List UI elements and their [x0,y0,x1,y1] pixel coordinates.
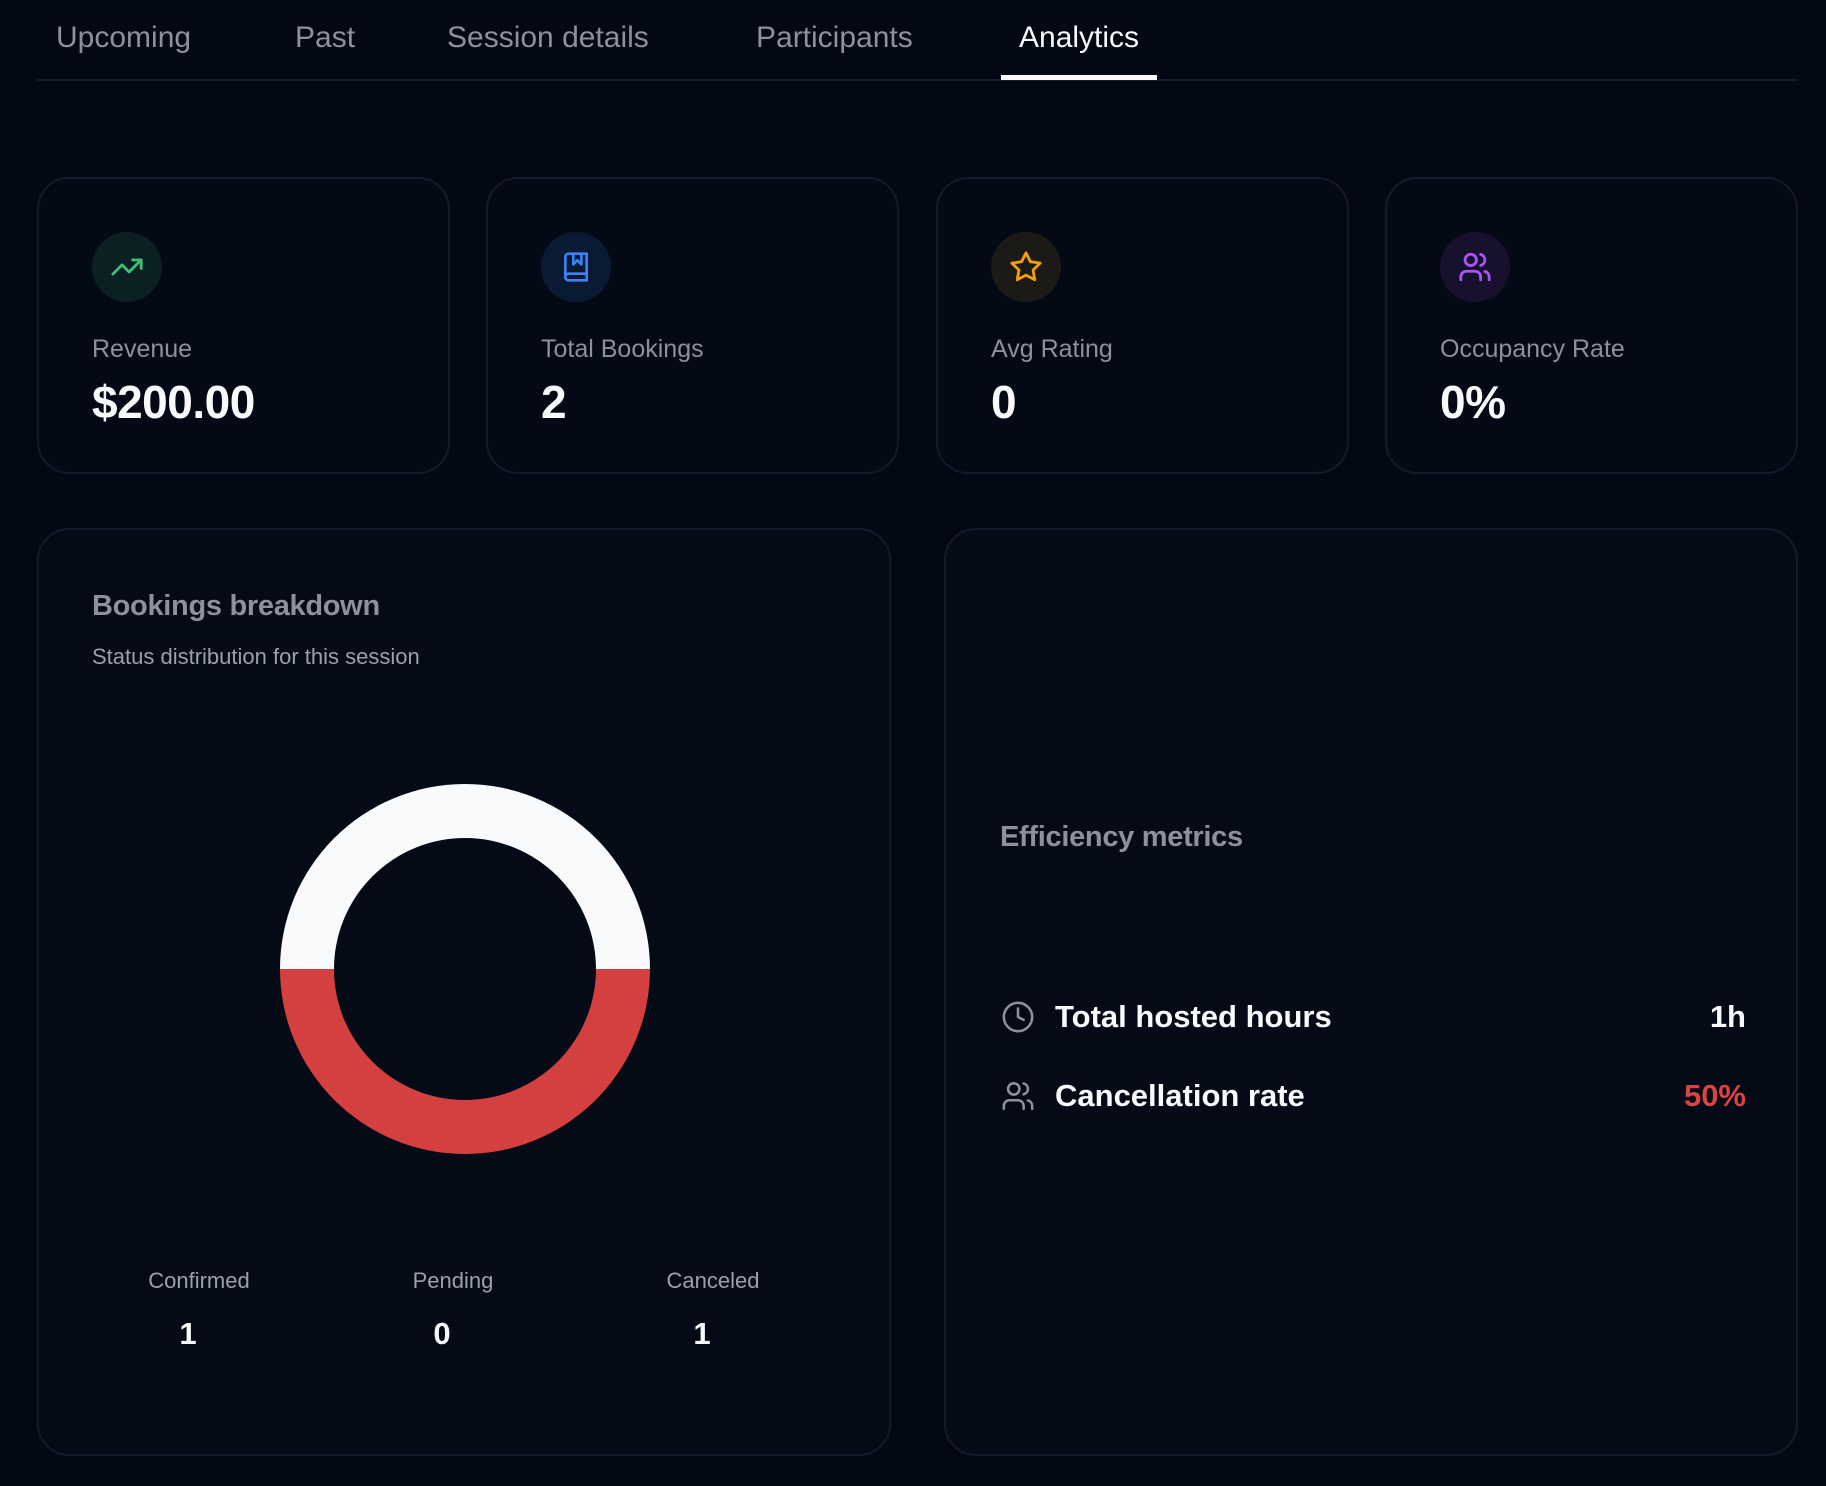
tab-upcoming[interactable]: Upcoming [56,21,192,54]
metric-row-hosted-hours: Total hosted hours 1h [1000,995,1746,1039]
revenue-card: Revenue $200.00 [37,177,450,474]
stat-label: Revenue [92,335,193,363]
metric-row-cancellation-rate: Cancellation rate 50% [1000,1074,1746,1118]
legend-confirmed: Confirmed 1 [99,1268,299,1352]
legend-pending: Pending 0 [353,1268,553,1352]
metric-value: 50% [1683,1078,1746,1113]
metric-value: 1h [1709,999,1746,1034]
tab-bar: Upcoming Past Session details Participan… [37,0,1798,81]
users-icon [1459,252,1491,282]
rating-icon-badge [991,232,1061,302]
efficiency-metrics-panel: Efficiency metrics Total hosted hours 1h… [944,528,1798,1456]
stat-value: 0 [991,376,1017,428]
total-bookings-card: Total Bookings 2 [486,177,899,474]
tab-analytics[interactable]: Analytics [1001,0,1158,80]
metric-label: Cancellation rate [1055,1078,1305,1113]
book-bookmark-icon [564,252,588,282]
legend-label: Confirmed [148,1268,250,1293]
tab-participants[interactable]: Participants [756,21,913,54]
tab-session-details[interactable]: Session details [447,21,649,54]
users-icon [1000,1078,1036,1114]
bookings-icon-badge [541,232,611,302]
stat-value: 0% [1440,376,1506,428]
legend-label: Pending [412,1268,494,1293]
legend-canceled: Canceled 1 [613,1268,813,1352]
panel-subtitle: Status distribution for this session [92,644,420,669]
legend-label: Canceled [666,1268,760,1293]
legend-value: 1 [693,1316,711,1351]
revenue-icon-badge [92,232,162,302]
donut-segment-canceled[interactable] [280,969,650,1154]
legend-value: 1 [179,1316,197,1351]
bookings-donut-chart[interactable] [279,783,651,1155]
stat-label: Total Bookings [541,335,704,363]
star-icon [1010,251,1042,282]
legend-value: 0 [433,1316,451,1351]
panel-title: Bookings breakdown [92,590,380,622]
stat-value: $200.00 [92,376,255,428]
tab-past[interactable]: Past [295,21,356,54]
avg-rating-card: Avg Rating 0 [936,177,1349,474]
occupancy-rate-card: Occupancy Rate 0% [1385,177,1798,474]
stat-label: Avg Rating [991,335,1113,363]
occupancy-icon-badge [1440,232,1510,302]
trending-up-icon [111,258,143,276]
stat-value: 2 [541,376,567,428]
bookings-breakdown-panel: Bookings breakdown Status distribution f… [37,528,891,1456]
stat-label: Occupancy Rate [1440,335,1625,363]
clock-icon [1000,999,1036,1035]
donut-segment-confirmed[interactable] [280,784,650,969]
panel-title: Efficiency metrics [1000,821,1243,853]
metric-label: Total hosted hours [1055,999,1332,1034]
